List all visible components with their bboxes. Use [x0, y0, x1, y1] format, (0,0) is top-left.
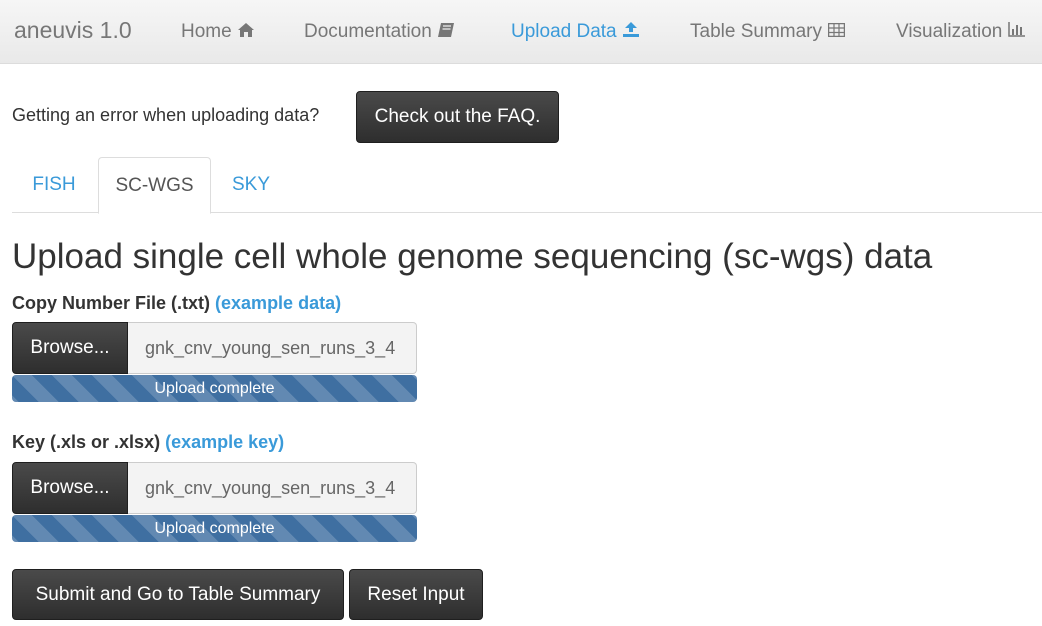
key-file-name: gnk_cnv_young_sen_runs_3_4	[128, 462, 417, 514]
copy-number-file-input[interactable]: Browse... gnk_cnv_young_sen_runs_3_4	[12, 322, 417, 374]
brand-title[interactable]: aneuvis 1.0	[14, 17, 132, 43]
home-icon	[237, 23, 254, 41]
nav-documentation-label: Documentation	[304, 21, 432, 42]
key-file-input[interactable]: Browse... gnk_cnv_young_sen_runs_3_4	[12, 462, 417, 514]
example-key-link[interactable]: (example key)	[165, 432, 285, 452]
example-data-link[interactable]: (example data)	[215, 293, 342, 313]
copy-number-label: Copy Number File (.txt) (example data)	[12, 293, 341, 314]
faq-prompt-text: Getting an error when uploading data?	[12, 105, 320, 125]
tabs-divider	[12, 212, 1042, 213]
copy-number-file-name: gnk_cnv_young_sen_runs_3_4	[128, 322, 417, 374]
copy-number-label-text: Copy Number File (.txt)	[12, 293, 211, 313]
copy-number-progress-bar: Upload complete	[12, 375, 417, 402]
upload-icon	[622, 22, 639, 41]
key-progress: Upload complete	[12, 515, 417, 542]
nav-table-summary[interactable]: Table Summary	[690, 21, 846, 43]
page-title: Upload single cell whole genome sequenci…	[12, 237, 933, 276]
copy-number-progress: Upload complete	[12, 375, 417, 402]
copy-number-browse-button[interactable]: Browse...	[12, 322, 128, 374]
nav-table-summary-label: Table Summary	[690, 21, 822, 42]
key-browse-button[interactable]: Browse...	[12, 462, 128, 514]
nav-documentation[interactable]: Documentation	[304, 21, 454, 43]
nav-home-label: Home	[181, 21, 232, 42]
book-icon	[437, 23, 454, 41]
reset-input-button[interactable]: Reset Input	[349, 569, 483, 620]
key-file-label-text: Key (.xls or .xlsx)	[12, 432, 161, 452]
nav-upload-data[interactable]: Upload Data	[511, 21, 639, 43]
nav-home[interactable]: Home	[181, 21, 254, 43]
tab-sky[interactable]: SKY	[231, 174, 271, 195]
key-progress-text: Upload complete	[154, 519, 275, 537]
key-file-label: Key (.xls or .xlsx) (example key)	[12, 432, 284, 453]
key-progress-bar: Upload complete	[12, 515, 417, 542]
tab-sc-wgs[interactable]: SC-WGS	[98, 157, 211, 214]
tab-fish[interactable]: FISH	[32, 174, 76, 195]
nav-visualization[interactable]: Visualization	[896, 21, 1026, 43]
nav-upload-data-label: Upload Data	[511, 21, 617, 42]
nav-visualization-label: Visualization	[896, 21, 1003, 42]
submit-button[interactable]: Submit and Go to Table Summary	[12, 569, 344, 620]
copy-number-progress-text: Upload complete	[154, 379, 275, 397]
bar-chart-icon	[1008, 22, 1026, 41]
navbar: aneuvis 1.0 Home Documentation Upload Da…	[0, 0, 1042, 64]
faq-button[interactable]: Check out the FAQ.	[356, 91, 559, 143]
table-icon	[827, 22, 846, 41]
